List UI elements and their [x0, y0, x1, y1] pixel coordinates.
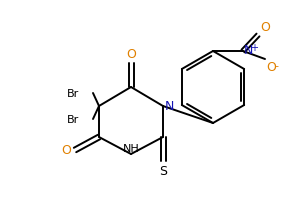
Text: O: O [266, 61, 276, 74]
Text: O: O [126, 48, 136, 61]
Text: Br: Br [67, 115, 79, 124]
Text: O: O [260, 21, 270, 34]
Text: O: O [61, 144, 71, 157]
Text: S: S [159, 164, 167, 177]
Text: N: N [165, 100, 174, 113]
Text: N: N [244, 44, 253, 57]
Text: Br: Br [67, 89, 79, 98]
Text: +: + [250, 43, 258, 53]
Text: NH: NH [123, 143, 139, 153]
Text: -: - [274, 61, 278, 71]
